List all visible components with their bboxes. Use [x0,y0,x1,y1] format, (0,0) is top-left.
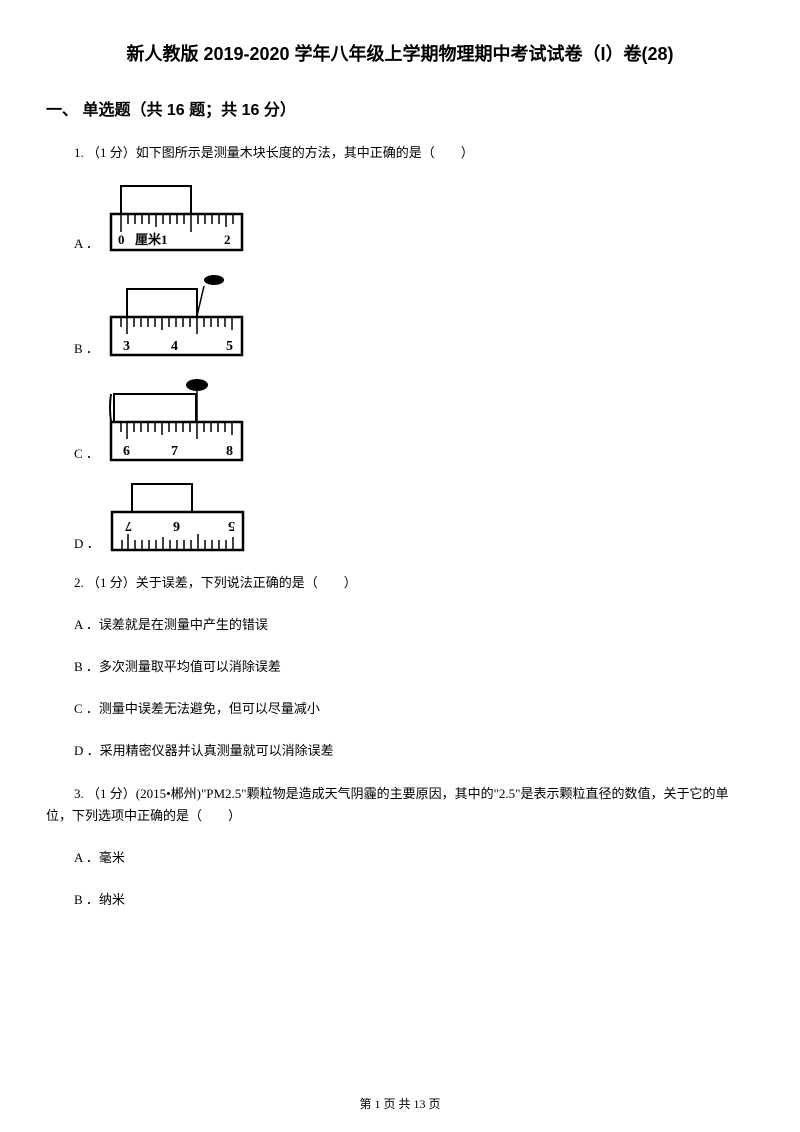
option-c-row: C ． [74,377,754,462]
q2-option-c: C ．测量中误差无法避免，但可以尽量减小 [74,698,754,720]
ruler-a-label-0: 0 [118,232,125,247]
ruler-c-icon: 6 7 8 [109,377,244,462]
svg-text:6: 6 [123,444,130,459]
q2-option-b: B ．多次测量取平均值可以消除误差 [74,656,754,678]
eye-icon [186,379,208,391]
option-a-row: A ． 0 [74,184,754,252]
ruler-a-label-cm: 厘米1 [135,232,168,247]
section-header: 一、 单选题（共 16 题；共 16 分） [46,96,754,120]
svg-text:3: 3 [123,339,130,354]
option-d-label: D ． [74,533,100,552]
svg-text:5: 5 [226,339,233,354]
eye-icon [204,275,224,285]
svg-text:7: 7 [171,444,178,459]
svg-text:5: 5 [228,518,235,533]
svg-text:6: 6 [173,518,180,533]
option-d-row: D ． 7 [74,482,754,552]
ruler-b-icon: 3 4 5 [109,272,244,357]
q2-option-a: A ．误差就是在测量中产生的错误 [74,614,754,636]
q2-option-d: D ．采用精密仪器并认真测量就可以消除误差 [74,740,754,762]
page-footer: 第 1 页 共 13 页 [0,1095,800,1112]
page-title: 新人教版 2019-2020 学年八年级上学期物理期中考试试卷（I）卷(28) [46,40,754,66]
svg-text:4: 4 [171,339,178,354]
ruler-d-icon: 7 6 5 [110,482,245,552]
svg-text:7: 7 [125,518,132,533]
option-c-label: C ． [74,443,99,462]
question-1-text: 1. （1 分）如下图所示是测量木块长度的方法，其中正确的是（ ） [46,142,754,164]
ruler-a-label-2: 2 [224,232,231,247]
q3-option-b: B ．纳米 [74,889,754,911]
option-a-label: A ． [74,233,99,252]
option-b-row: B ． [74,272,754,357]
ruler-a-icon: 0 厘米1 2 [109,184,244,252]
q3-option-a: A ．毫米 [74,847,754,869]
question-3-text: 3. （1 分）(2015•郴州)"PM2.5"颗粒物是造成天气阴霾的主要原因，… [46,783,754,827]
option-b-label: B ． [74,338,99,357]
question-2-text: 2. （1 分）关于误差，下列说法正确的是（ ） [46,572,754,594]
svg-text:8: 8 [226,444,233,459]
